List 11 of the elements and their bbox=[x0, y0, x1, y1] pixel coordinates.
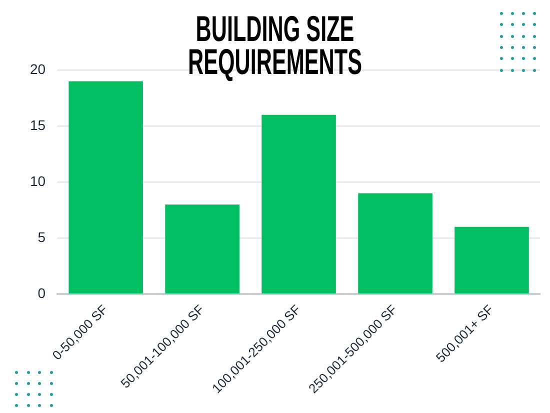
bar bbox=[262, 114, 336, 294]
y-tick-label: 20 bbox=[30, 60, 46, 77]
bar bbox=[165, 204, 240, 294]
bar bbox=[358, 193, 432, 294]
y-tick-label: 5 bbox=[38, 228, 46, 245]
chart-title: BUILDING SIZE REQUIREMENTS bbox=[187, 8, 363, 82]
y-tick-label: 10 bbox=[30, 172, 46, 189]
bar bbox=[68, 81, 143, 294]
y-tick-label: 15 bbox=[30, 116, 46, 133]
y-tick-label: 0 bbox=[38, 285, 46, 302]
bar bbox=[454, 226, 529, 294]
